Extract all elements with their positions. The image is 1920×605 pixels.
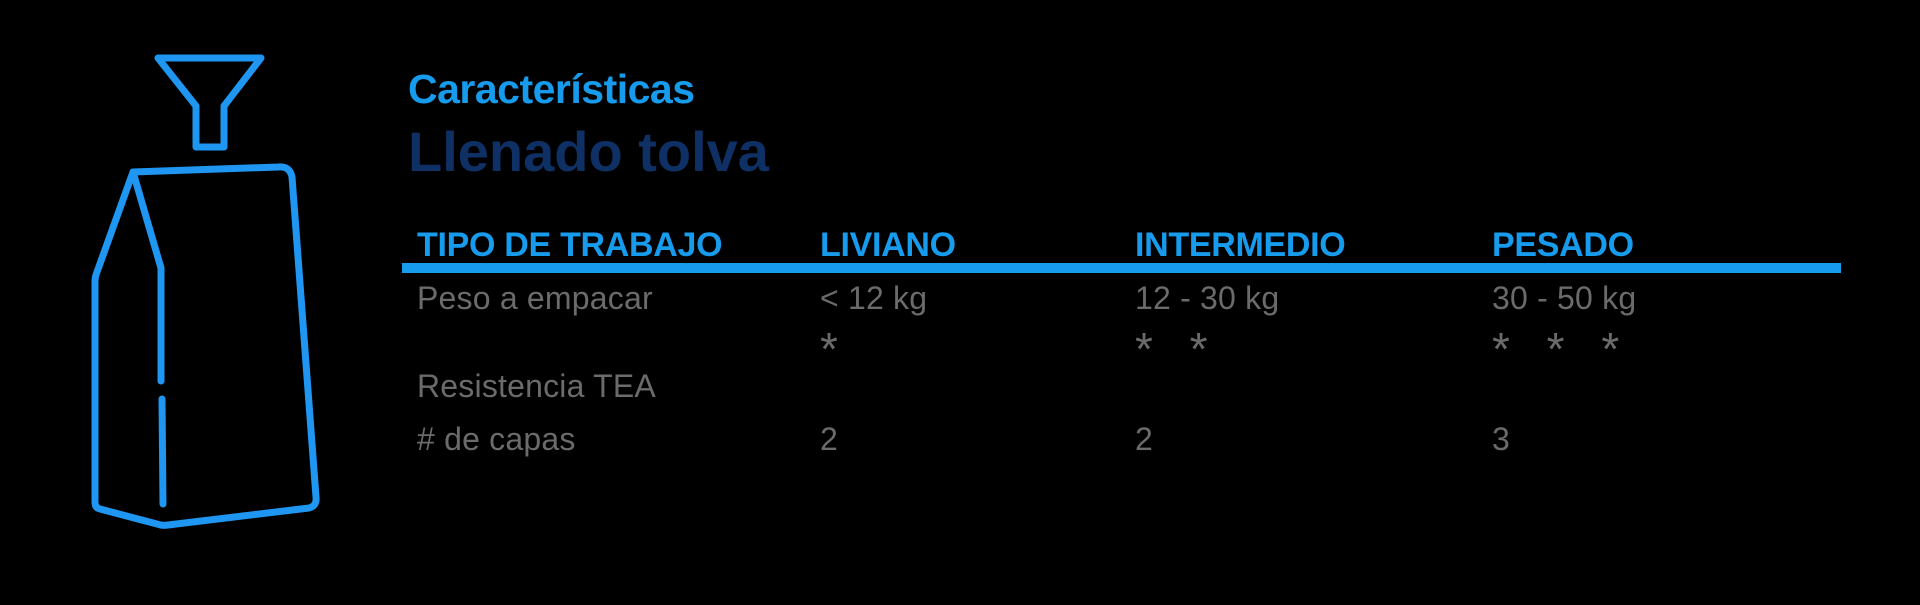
cell-peso-pesado: 30 - 50 kg (1492, 280, 1637, 316)
section-eyebrow: Características (408, 66, 695, 112)
table-row-resistencia-valores: * * * * * * (402, 326, 1841, 372)
cell-resistencia-pesado: * * * (1492, 323, 1629, 375)
table-row-resistencia-tea: Resistencia TEA (402, 367, 1841, 405)
cell-peso-liviano: < 12 kg (820, 280, 928, 316)
table-row-num-capas: # de capas 2 2 3 (402, 420, 1841, 458)
row-label: Peso a empacar (417, 280, 653, 316)
cell-resistencia-liviano: * (820, 323, 847, 375)
table-row-peso-a-empacar: Peso a empacar < 12 kg 12 - 30 kg 30 - 5… (402, 279, 1841, 317)
bag-crease-lower (158, 395, 167, 508)
column-header-liviano: LIVIANO (820, 226, 956, 264)
column-header-intermedio: INTERMEDIO (1135, 226, 1346, 264)
column-header-pesado: PESADO (1492, 226, 1634, 264)
hopper-bag-icon (0, 0, 380, 600)
cell-capas-liviano: 2 (820, 421, 838, 457)
hopper-bag-svg (91, 54, 320, 529)
page-title: Llenado tolva (408, 120, 769, 183)
row-label: Resistencia TEA (417, 368, 656, 404)
cell-capas-pesado: 3 (1492, 421, 1510, 457)
funnel-icon (154, 54, 265, 151)
bag-outline (91, 163, 320, 529)
cell-resistencia-intermedio: * * (1135, 323, 1217, 375)
row-label: # de capas (417, 421, 576, 457)
cell-peso-intermedio: 12 - 30 kg (1135, 280, 1280, 316)
cell-capas-intermedio: 2 (1135, 421, 1153, 457)
bag-fold-line (129, 168, 165, 272)
column-header-tipo-de-trabajo: TIPO DE TRABAJO (417, 226, 723, 264)
spec-table: TIPO DE TRABAJO LIVIANO INTERMEDIO PESAD… (402, 226, 1841, 506)
table-header-row: TIPO DE TRABAJO LIVIANO INTERMEDIO PESAD… (402, 226, 1841, 265)
table-header-rule (402, 263, 1841, 273)
